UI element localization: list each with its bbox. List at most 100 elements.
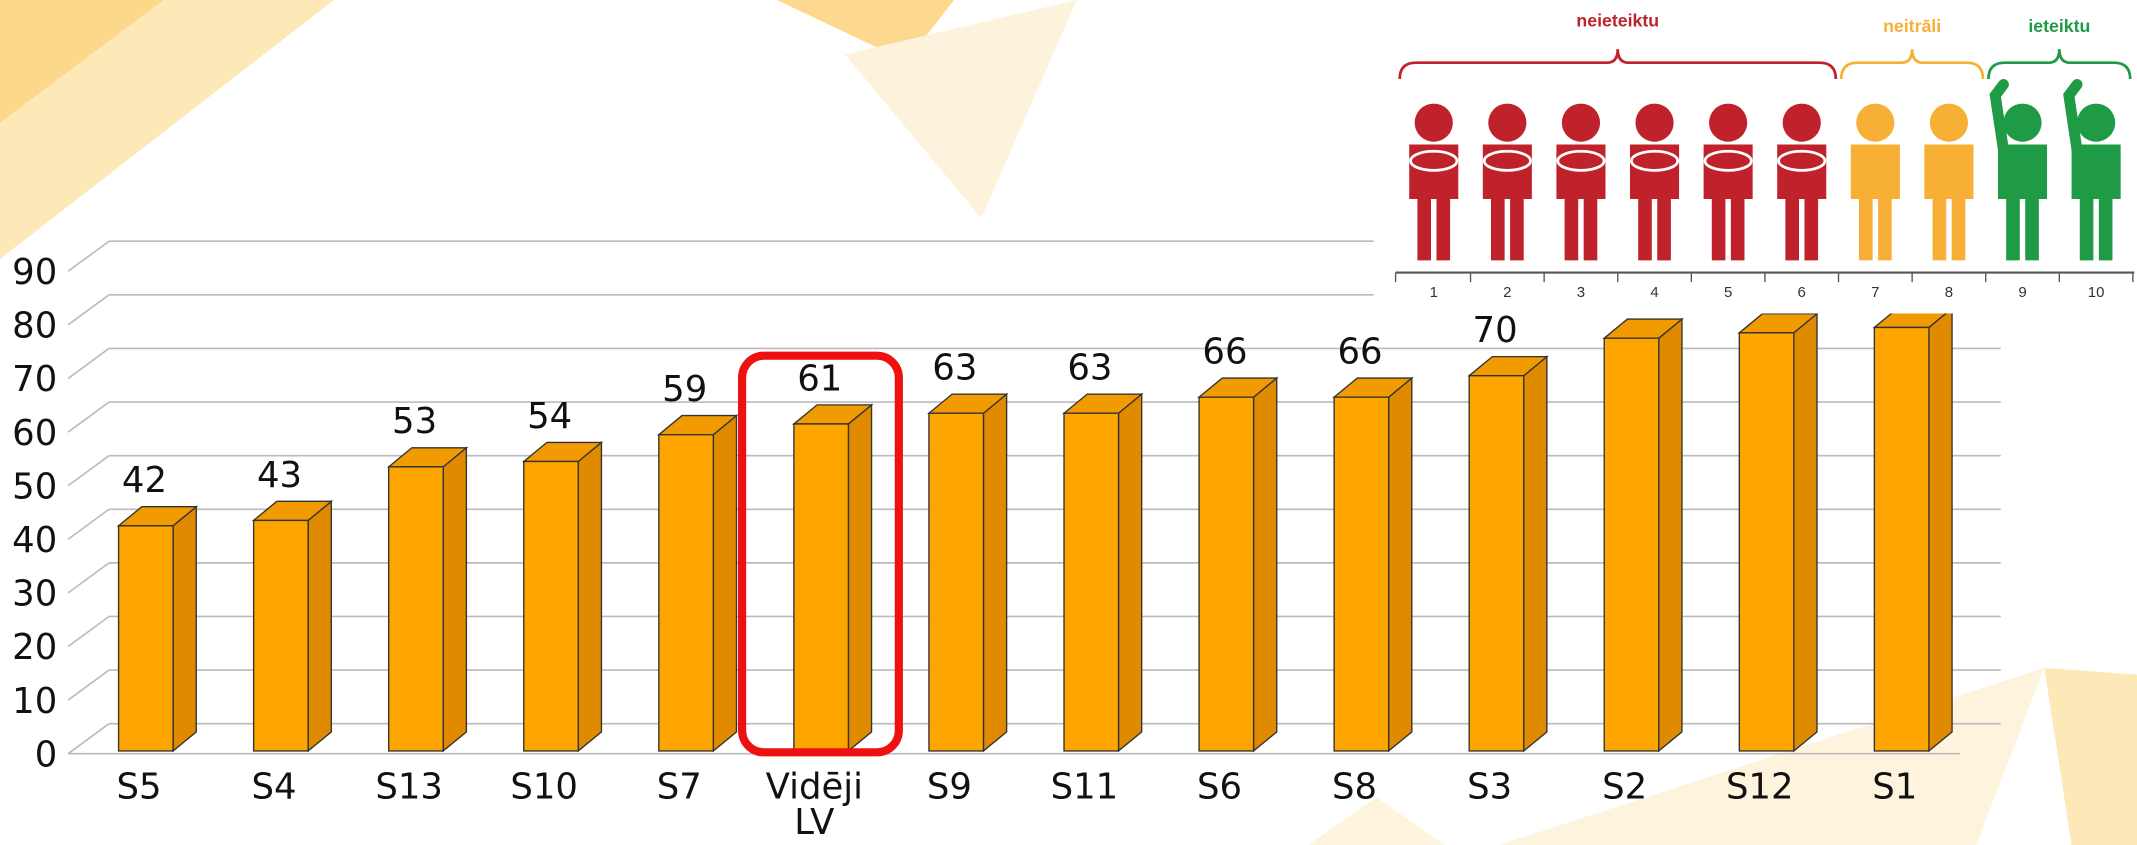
- y-tick-label: 80: [12, 306, 57, 347]
- y-tick-label: 0: [35, 734, 58, 775]
- side-grid-line: [67, 562, 110, 594]
- bar-side: [172, 505, 197, 753]
- x-label-box: S10: [510, 770, 578, 809]
- score-label: 10: [2088, 284, 2105, 301]
- side-grid-line: [67, 347, 110, 380]
- side-grid-line: [67, 508, 110, 540]
- person-arms: [1630, 149, 1680, 172]
- data-label: 54: [527, 396, 572, 437]
- person-body: [1997, 144, 2048, 261]
- person-head: [1782, 103, 1821, 142]
- side-grid-line: [67, 455, 110, 487]
- x-tick-label: Vidēji LV: [765, 770, 863, 844]
- person-arms: [1409, 149, 1459, 172]
- bar: [1738, 332, 1795, 752]
- person-body: [1850, 144, 1900, 261]
- background-shape: [1308, 797, 1445, 845]
- x-tick-label: S10: [510, 770, 578, 809]
- score-label: 7: [1871, 284, 1879, 301]
- person-body: [1409, 144, 1459, 261]
- bar: [658, 433, 715, 752]
- side-grid-line: [67, 401, 110, 433]
- bar: [1063, 412, 1120, 752]
- data-label: 61: [797, 358, 842, 399]
- x-label-box: S5: [116, 770, 162, 809]
- person-head: [2003, 103, 2042, 142]
- x-tick-label: S11: [1050, 770, 1119, 809]
- score-label: 8: [1945, 284, 1953, 301]
- brace: [1987, 49, 2132, 80]
- x-label-box: S12: [1725, 770, 1794, 809]
- person-head: [1414, 103, 1453, 142]
- person-head: [1635, 103, 1674, 142]
- person-body: [1703, 144, 1753, 261]
- y-tick-label: 50: [12, 466, 57, 507]
- bar-side: [847, 403, 873, 753]
- x-tick-label: S5: [116, 770, 162, 809]
- score-label: 2: [1503, 284, 1511, 301]
- brace: [1839, 49, 1985, 80]
- x-tick-label: S13: [375, 770, 443, 809]
- x-label-box: S6: [1197, 770, 1242, 805]
- score-label: 4: [1650, 284, 1658, 301]
- bar: [388, 466, 444, 752]
- brace: [1398, 49, 1838, 80]
- data-label: 70: [1473, 310, 1518, 351]
- person-arms: [1777, 149, 1827, 172]
- person-head: [1488, 103, 1527, 142]
- side-grid-line: [67, 294, 110, 326]
- person-body: [1630, 144, 1680, 261]
- data-label: 59: [662, 369, 707, 410]
- bar: [117, 525, 174, 752]
- side-grid-line: [67, 615, 110, 648]
- y-tick-label: 60: [12, 413, 57, 454]
- x-tick-label: S9: [926, 770, 972, 809]
- x-label-box: S13: [375, 770, 443, 809]
- background-shape: [844, 0, 1077, 219]
- score-label: 9: [2018, 284, 2026, 301]
- person-arms: [1703, 149, 1753, 172]
- person-head: [1709, 103, 1748, 142]
- data-label: 66: [1337, 332, 1382, 373]
- x-tick-label: S8: [1332, 770, 1378, 809]
- bar: [793, 423, 850, 752]
- data-label: 63: [1067, 348, 1112, 389]
- bar-side: [1387, 376, 1413, 753]
- person-head: [1856, 103, 1895, 142]
- background-shape: [0, 0, 164, 123]
- bar-side: [1523, 355, 1548, 753]
- bar: [1333, 396, 1390, 752]
- group-label: neitrāli: [1883, 16, 1941, 36]
- side-grid-line: [67, 723, 110, 755]
- bar: [1468, 375, 1525, 752]
- bar: [1603, 337, 1660, 752]
- x-label-box: S8: [1332, 770, 1378, 809]
- side-grid-line: [67, 669, 110, 701]
- person-arms: [1556, 149, 1606, 172]
- bar: [252, 519, 309, 752]
- x-label-box: S2: [1602, 770, 1647, 805]
- x-tick-label: S12: [1725, 770, 1794, 809]
- x-label-box: Vidēji LV: [765, 770, 863, 844]
- bar-side: [1117, 392, 1143, 753]
- person-arm: [1989, 79, 2009, 156]
- person-arms: [1482, 149, 1532, 172]
- x-label-box: S3: [1467, 770, 1512, 805]
- x-label-box: S11: [1050, 770, 1119, 809]
- bar-side: [442, 446, 468, 753]
- bar: [1198, 396, 1255, 752]
- score-label: 3: [1577, 284, 1585, 301]
- person-body: [2071, 144, 2121, 261]
- person-arm: [2063, 79, 2083, 156]
- person-head: [1561, 103, 1601, 142]
- x-tick-label: S1: [1872, 770, 1918, 809]
- person-head: [1929, 103, 1969, 142]
- person-head: [2077, 103, 2116, 142]
- person-body: [1924, 144, 1974, 261]
- y-tick-label: 30: [12, 574, 57, 615]
- score-label: 5: [1724, 284, 1732, 301]
- bar-side: [982, 392, 1008, 753]
- y-tick-label: 70: [12, 359, 57, 400]
- x-label-box: S4: [252, 770, 297, 805]
